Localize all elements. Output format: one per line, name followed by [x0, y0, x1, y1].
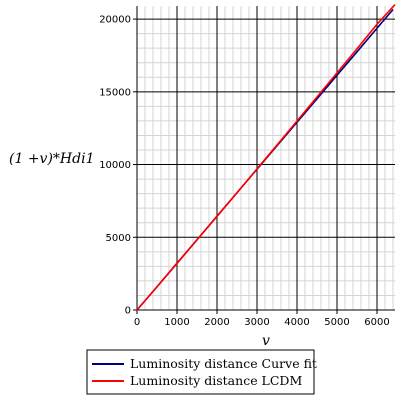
x-tick-label: 5000: [324, 317, 349, 328]
legend-label-lcdm: Luminosity distance LCDM: [130, 373, 302, 388]
y-tick-label: 10000: [99, 160, 131, 171]
x-tick-label: 4000: [284, 317, 309, 328]
x-axis-label: v: [262, 333, 270, 349]
x-tick-label: 1000: [164, 317, 189, 328]
x-tick-label: 0: [134, 317, 140, 328]
tick-labels: 0 1000 2000 3000 4000 5000 6000 0 5000 10000 15000…: [99, 15, 390, 328]
series-lines: [136, 4, 396, 311]
x-tick-label: 6000: [364, 317, 389, 328]
y-tick-label: 0: [125, 306, 131, 317]
major-grid: [137, 6, 395, 310]
x-tick-label: 3000: [244, 317, 269, 328]
y-axis-label: (1 +v)*Hdi1: [9, 151, 94, 167]
axes: [133, 6, 395, 314]
series-line-lcdm: [136, 4, 396, 311]
legend-box: [86, 349, 315, 395]
y-tick-label: 20000: [99, 15, 131, 26]
x-tick-label: 2000: [204, 317, 229, 328]
y-tick-label: 15000: [99, 87, 131, 98]
y-tick-label: 5000: [106, 233, 131, 244]
legend: Luminosity distance Curve fit Luminosity…: [86, 349, 317, 395]
minor-grid: [137, 6, 395, 310]
legend-label-curve-fit: Luminosity distance Curve fit: [130, 356, 317, 371]
